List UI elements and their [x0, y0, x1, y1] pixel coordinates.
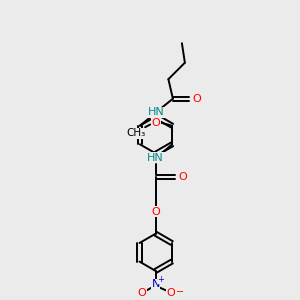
- Text: CH₃: CH₃: [127, 128, 146, 138]
- Text: O: O: [151, 207, 160, 217]
- Text: HN: HN: [148, 107, 165, 117]
- Text: N: N: [152, 279, 160, 290]
- Text: O: O: [178, 172, 187, 182]
- Text: O: O: [138, 288, 146, 298]
- Text: O: O: [193, 94, 201, 104]
- Text: −: −: [176, 287, 184, 297]
- Text: O: O: [151, 118, 160, 128]
- Text: +: +: [158, 274, 164, 284]
- Text: HN: HN: [147, 153, 164, 163]
- Text: O: O: [166, 288, 175, 298]
